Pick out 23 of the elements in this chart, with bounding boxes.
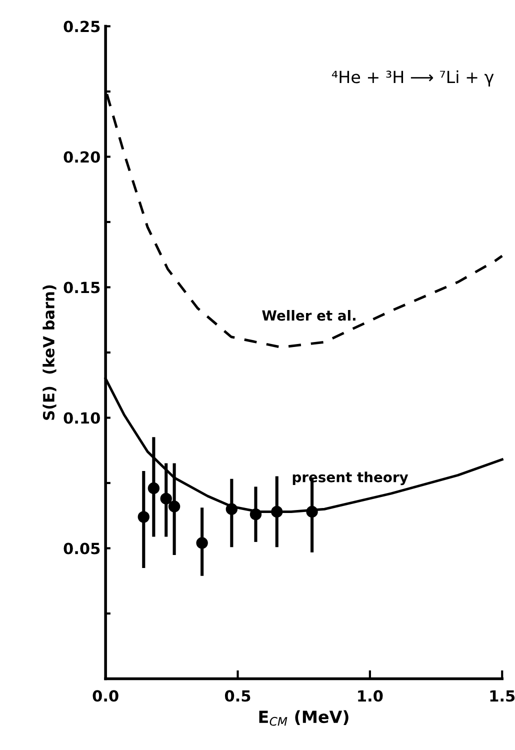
series-label: present theory <box>292 472 408 486</box>
point <box>306 506 318 518</box>
x-tick-label: 1.5 <box>490 690 515 702</box>
y-tick-label: 0.15 <box>64 282 100 294</box>
point <box>250 508 262 520</box>
point <box>196 537 208 549</box>
x-tick-label: 0.0 <box>92 690 118 702</box>
point <box>226 503 238 515</box>
y-tick-label: 0.20 <box>64 151 100 163</box>
x-axis-title: E$_{CM}$ (MeV) <box>259 710 348 726</box>
annotation: ⁴He + ³H ⟶ ⁷Li + γ <box>332 70 494 87</box>
x-tick-label: 0.5 <box>224 690 250 702</box>
point <box>271 506 283 518</box>
point <box>138 511 150 523</box>
y-tick-label: 0.05 <box>64 542 100 554</box>
y-tick-label: 0.10 <box>64 412 100 424</box>
point <box>160 492 172 505</box>
point <box>148 482 160 494</box>
y-tick-label: 0.25 <box>64 20 100 32</box>
x-tick-label: 1.0 <box>358 690 383 702</box>
y-axis-title: S(E) (keV barn) <box>42 285 56 420</box>
series-label: Weller et al. <box>262 310 356 321</box>
point <box>168 500 180 512</box>
